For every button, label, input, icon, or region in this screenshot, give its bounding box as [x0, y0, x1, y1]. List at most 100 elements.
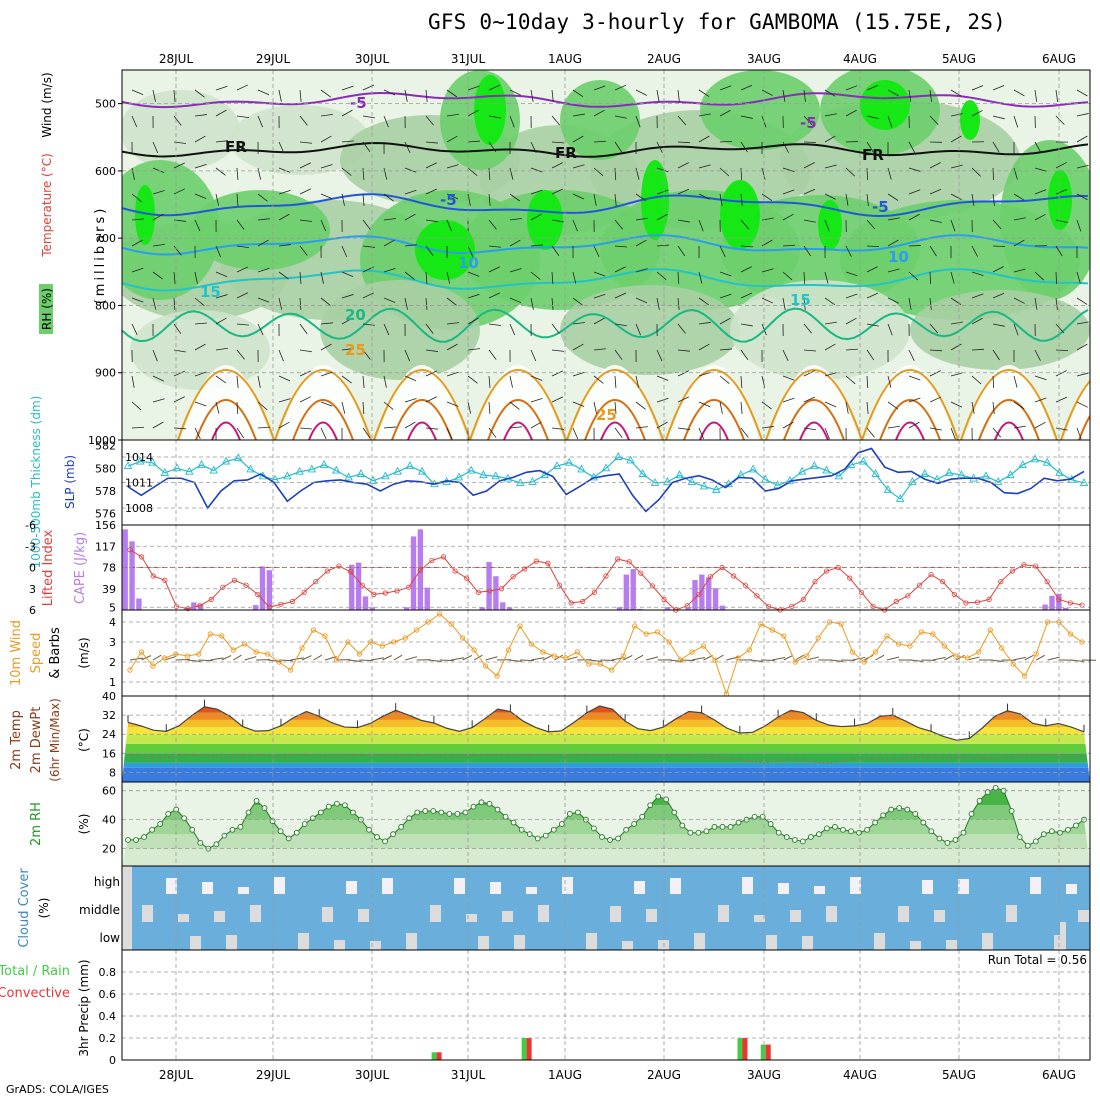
rh-area-15 [190, 190, 330, 270]
wind-barb [404, 167, 417, 173]
isotherm-25-1 [274, 369, 372, 440]
temp-axis-title-2: 2m DewPt [29, 707, 44, 774]
wind-barb [908, 349, 915, 361]
thickness-point [663, 476, 672, 485]
isotherm-35-4 [600, 421, 630, 440]
wind-barb [572, 322, 585, 325]
wind-10m-point [964, 655, 970, 661]
wind-barb [971, 85, 984, 91]
cloud-gap [1066, 884, 1077, 894]
rh-2m-point [221, 832, 228, 839]
wind-barb [929, 115, 939, 126]
wind-barb [887, 297, 899, 304]
top-date-label: 29JUL [256, 52, 291, 66]
precip-tick-label: 0.2 [99, 1032, 117, 1045]
wind-barb [698, 343, 710, 351]
thickness-point [393, 466, 402, 475]
wind-barb [152, 167, 165, 173]
rh-2m-point [639, 813, 646, 820]
wind-10m-barb [370, 657, 384, 661]
wind-barb [908, 375, 921, 381]
wind-barb [362, 115, 375, 119]
top-date-label: 28JUL [159, 52, 194, 66]
wind-10m-barb [875, 654, 885, 661]
wind-barb [803, 396, 816, 403]
wind-barb [1076, 135, 1088, 143]
wind-barb [971, 167, 981, 177]
cloud-gap [250, 905, 261, 922]
wind-barb [152, 375, 165, 382]
wind-barb [551, 370, 564, 377]
wind-barb [845, 317, 857, 325]
thickness-point [895, 493, 905, 502]
thickness-tick-label: 576 [95, 508, 116, 521]
wind-barb [572, 343, 584, 351]
rh-2m-point [952, 837, 959, 843]
wind-barb [194, 163, 207, 169]
wind-barb [341, 85, 354, 91]
wind-barb [1013, 425, 1026, 429]
thickness-point [160, 467, 170, 476]
wind-barb [1013, 401, 1025, 410]
wind-barb [824, 89, 836, 97]
wind-barb [341, 109, 353, 117]
wind-barb [404, 297, 408, 310]
cloud-gap [622, 941, 633, 950]
wind-barb [803, 271, 806, 285]
rh-2m-point [149, 826, 155, 833]
wind-barb [425, 370, 438, 377]
wind-10m-point [999, 645, 1005, 651]
wind-barb [404, 141, 411, 154]
lifted-index-point [928, 571, 934, 578]
wind-10m-point [941, 643, 948, 649]
wind-barb [908, 141, 916, 153]
wind-barb [1013, 167, 1018, 180]
wind-barb [635, 375, 640, 388]
wind-barb [278, 189, 291, 195]
wind-barb [446, 343, 458, 351]
cape-tick-label: 117 [95, 540, 116, 553]
wind-barb [929, 89, 932, 102]
wind-barb [446, 427, 453, 440]
wind-barb [1034, 297, 1038, 310]
wind-barb [530, 189, 543, 195]
lifted-index-point [1067, 600, 1073, 606]
wind-barb [131, 375, 135, 388]
thickness-point [491, 471, 500, 480]
wind-barb [320, 193, 333, 200]
lifted-index-point [998, 579, 1004, 585]
thickness-point [1018, 459, 1027, 468]
lifted-index-point [522, 566, 528, 572]
wind-barb [236, 141, 245, 152]
bottom-date-label: 31JUL [451, 1068, 486, 1082]
wind-barb [614, 193, 617, 206]
wind-barb [635, 401, 646, 410]
wind-barb [341, 401, 346, 414]
wind-10m-point [953, 653, 959, 659]
cape-bar [506, 607, 513, 610]
isotherm-10 [122, 234, 1089, 256]
wind-barb [719, 193, 723, 206]
lifted-index-point [255, 591, 261, 598]
thickness-point [479, 470, 488, 479]
wind-barb [530, 271, 541, 280]
cloud-gap [742, 877, 753, 894]
wind-barb [803, 245, 811, 257]
wind-barb [782, 89, 786, 102]
wind-barb [425, 219, 438, 223]
cape-bar [122, 529, 128, 610]
cloud-edge-right [1060, 922, 1066, 950]
wind-barb [845, 85, 858, 91]
lifted-index-point [591, 589, 597, 595]
cloud-gap [382, 878, 393, 894]
wind-barb [551, 141, 564, 144]
wind-barb [866, 84, 879, 91]
thickness-point [332, 465, 341, 474]
isotherm-35-3 [503, 421, 533, 440]
rh-2m-point [647, 802, 654, 809]
wind-barb [593, 348, 606, 351]
wind-barb [593, 140, 607, 143]
rh-2m-point [703, 828, 710, 835]
thickness-point [822, 465, 831, 474]
wind-barb [971, 109, 983, 117]
